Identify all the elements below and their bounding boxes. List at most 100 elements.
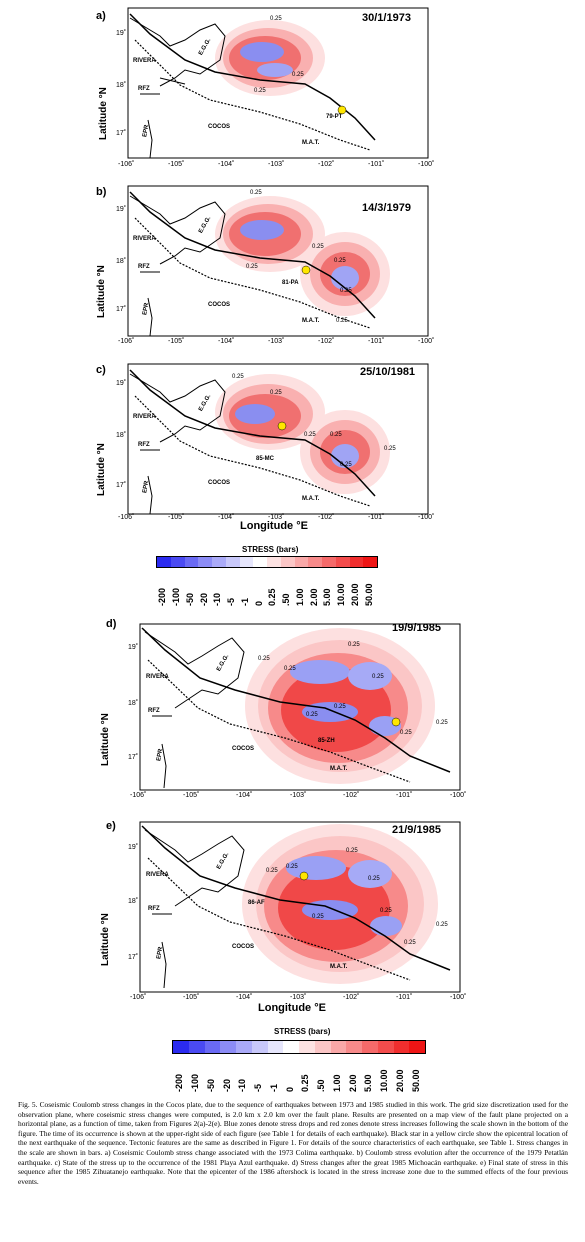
- panel-date: 30/1/1973: [362, 12, 411, 24]
- scale-tick: -5: [226, 597, 236, 606]
- feature-rfz: RFZ: [138, 442, 150, 448]
- stress-field-d: [245, 628, 435, 784]
- x-tick: -104˚: [218, 161, 235, 168]
- panel-label: d): [106, 618, 117, 630]
- x-tick: -103˚: [268, 338, 285, 345]
- x-tick: -105˚: [168, 514, 185, 521]
- y-tick: 17˚: [116, 482, 127, 489]
- contour-label: 0.25: [306, 712, 318, 718]
- scale-tick: -200: [157, 587, 167, 606]
- y-tick: 19˚: [116, 380, 127, 387]
- x-tick: -104˚: [218, 514, 235, 521]
- scale-tick: -50: [185, 592, 195, 606]
- contour-label: 0.25: [232, 374, 244, 380]
- scale-title: STRESS (bars): [242, 545, 299, 554]
- feature-rfz: RFZ: [148, 906, 160, 912]
- x-tick: -105˚: [183, 792, 200, 799]
- scale-tick: 20.00: [350, 583, 360, 606]
- figure-caption: Fig. 5. Coseismic Coulomb stress changes…: [18, 1100, 568, 1186]
- y-axis-label: Latitude °N: [98, 87, 109, 140]
- scale-tick: 0: [254, 600, 264, 606]
- feature-rivera: RIVERA: [146, 674, 169, 680]
- scale-bar: [156, 556, 378, 568]
- stress-scale: STRESS (bars) -200 -100 -50 -20 -10 -5 -…: [0, 542, 585, 608]
- scale-tick: -100: [190, 1073, 200, 1092]
- x-tick: -102˚: [318, 161, 335, 168]
- contour-label: 0.25: [348, 642, 360, 648]
- scale-bar: [172, 1040, 426, 1054]
- contour-label: 0.25: [334, 258, 346, 264]
- feature-mat: M.A.T.: [302, 318, 320, 324]
- scale-tick: -100: [171, 587, 181, 606]
- stress-field-e: [242, 824, 438, 984]
- contour-label: 0.25: [400, 730, 412, 736]
- contour-label: 0.25: [330, 432, 342, 438]
- y-tick: 17˚: [128, 954, 139, 961]
- feature-mat: M.A.T.: [330, 964, 348, 970]
- contour-label: 0.25: [346, 848, 358, 854]
- panel-e: e) 21/9/1985 Latitude °N 19˚ 18˚ 17˚ -10…: [0, 818, 585, 1018]
- feature-mat: M.A.T.: [330, 766, 348, 772]
- scale-tick: 2.00: [309, 588, 319, 606]
- scale-tick: -10: [237, 1078, 247, 1092]
- x-tick: -106˚: [118, 338, 135, 345]
- panel-c: c) 25/10/1981 Latitude °N 19˚ 18˚ 17˚ -1…: [0, 356, 585, 534]
- y-axis-label: Latitude °N: [96, 265, 107, 318]
- x-tick: -100˚: [450, 994, 467, 1001]
- feature-cocos: COCOS: [232, 746, 255, 752]
- x-tick: -102˚: [343, 994, 360, 1001]
- scale-tick: 1.00: [295, 588, 305, 606]
- scale-tick: -5: [253, 1083, 263, 1092]
- panel-b: b) 14/3/1979 Latitude °N 19˚ 18˚ 17˚ -10…: [0, 178, 585, 348]
- contour-label: 0.25: [312, 244, 324, 250]
- y-tick: 18˚: [116, 432, 127, 439]
- contour-label: 0.25: [368, 876, 380, 882]
- contour-label: 0.25: [270, 390, 282, 396]
- contour-label: 0.25: [286, 864, 298, 870]
- contour-label: 0.25: [336, 318, 348, 324]
- feature-rivera: RIVERA: [133, 414, 156, 420]
- x-tick: -103˚: [268, 161, 285, 168]
- scale-tick: 5.00: [322, 588, 332, 606]
- y-tick: 19˚: [128, 644, 139, 651]
- x-tick: -100˚: [418, 514, 435, 521]
- y-tick: 19˚: [116, 206, 127, 213]
- scale-tick: .50: [281, 593, 291, 606]
- scale-tick: 50.00: [411, 1069, 421, 1092]
- panel-label: b): [96, 186, 107, 198]
- x-tick: -106˚: [130, 792, 147, 799]
- scale-tick: 2.00: [348, 1074, 358, 1092]
- x-tick: -104˚: [236, 994, 253, 1001]
- x-tick: -101˚: [368, 514, 385, 521]
- y-tick: 18˚: [128, 700, 139, 707]
- scale-tick: -50: [206, 1078, 216, 1092]
- y-tick: 17˚: [128, 754, 139, 761]
- y-axis-label: Latitude °N: [100, 713, 111, 766]
- y-tick: 18˚: [128, 898, 139, 905]
- panel-date: 19/9/1985: [392, 622, 441, 634]
- y-tick: 19˚: [116, 30, 127, 37]
- x-tick: -101˚: [396, 792, 413, 799]
- scale-tick: -1: [240, 597, 250, 606]
- scale-tick: 50.00: [364, 583, 374, 606]
- contour-label: 0.25: [312, 914, 324, 920]
- stress-field-c: [215, 374, 390, 494]
- x-tick: -100˚: [418, 338, 435, 345]
- y-tick: 18˚: [116, 82, 127, 89]
- feature-cocos: COCOS: [232, 944, 255, 950]
- x-tick: -101˚: [368, 161, 385, 168]
- x-tick: -101˚: [368, 338, 385, 345]
- scale-tick: .50: [316, 1079, 326, 1092]
- x-tick: -103˚: [290, 792, 307, 799]
- event-label: 85-MC: [256, 456, 275, 462]
- scale-tick: 5.00: [363, 1074, 373, 1092]
- panel-date: 21/9/1985: [392, 824, 441, 836]
- feature-rfz: RFZ: [138, 86, 150, 92]
- stress-field-a: [215, 20, 325, 96]
- x-tick: -102˚: [318, 514, 335, 521]
- feature-rfz: RFZ: [148, 708, 160, 714]
- contour-label: 0.25: [284, 666, 296, 672]
- x-tick: -105˚: [183, 994, 200, 1001]
- x-tick: -106˚: [118, 514, 135, 521]
- x-tick: -103˚: [268, 514, 285, 521]
